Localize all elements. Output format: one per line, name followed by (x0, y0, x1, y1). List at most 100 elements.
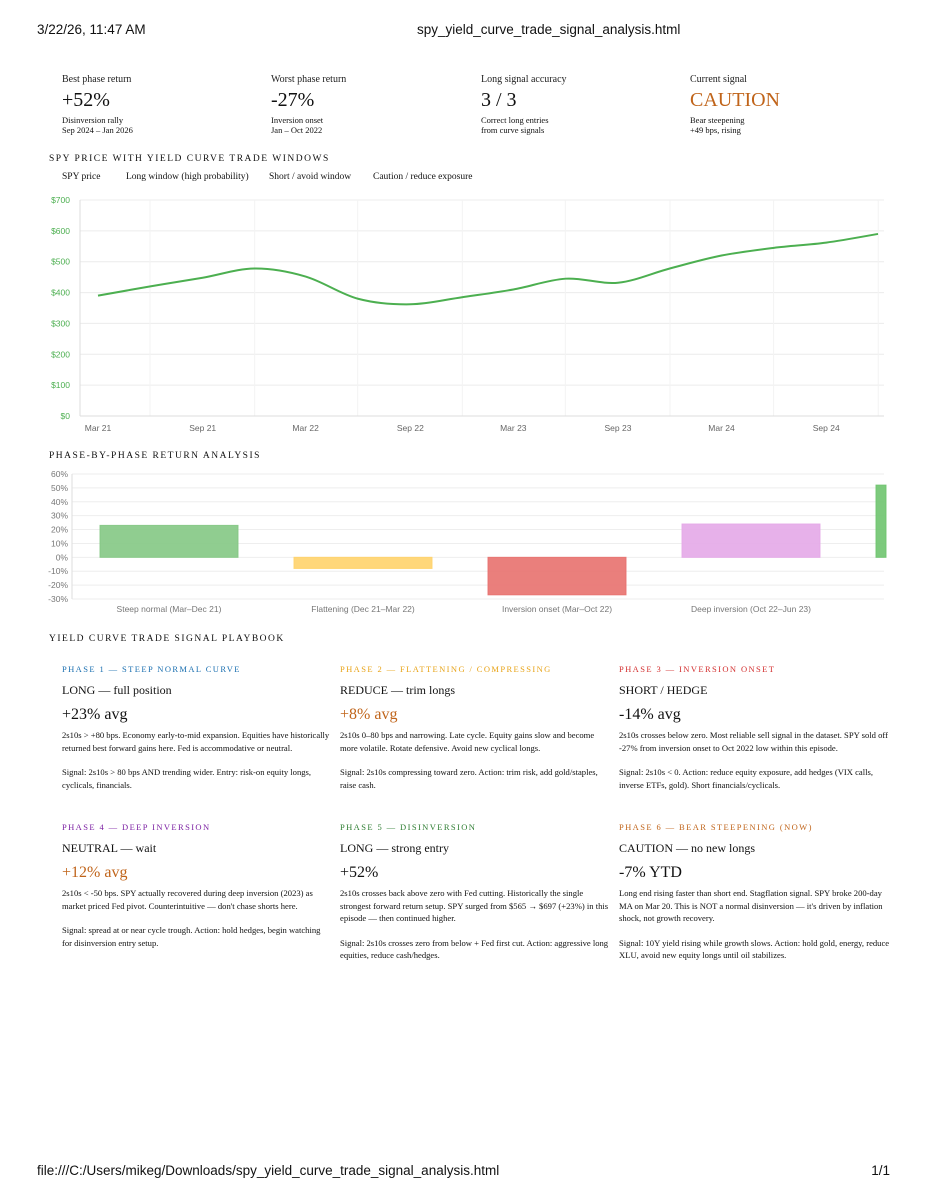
spy-price-line (97, 232, 879, 306)
kpi-sub: Disinversion rally (62, 115, 124, 125)
x-tick-label: Sep 21 (189, 423, 216, 433)
card-return: +52% (340, 864, 379, 881)
phase-card-6: PHASE 6 — BEAR STEEPENING (NOW) CAUTION … (619, 822, 891, 962)
kpi-sub: Bear steepening (690, 115, 745, 125)
y-tick-label: $0 (61, 411, 71, 421)
kpi-best-phase: Best phase return +52% Disinversion rall… (62, 74, 262, 135)
kpi-label: Best phase return (62, 74, 132, 85)
card-description: 2s10s 0–80 bps and narrowing. Late cycle… (340, 730, 595, 753)
card-signal: Signal: 2s10s crosses zero from below + … (340, 937, 609, 961)
legend-item[interactable]: SPY price (62, 172, 101, 182)
card-return: +12% avg (62, 864, 128, 881)
y-tick-label: 10% (51, 538, 68, 548)
y-tick-label: 20% (51, 525, 68, 535)
x-tick-label: Deep inversion (Oct 22–Jun 23) (691, 604, 811, 614)
y-tick-label: $200 (51, 349, 70, 359)
y-tick-label: $600 (51, 226, 70, 236)
card-description: 2s10s > +80 bps. Economy early-to-mid ex… (62, 730, 330, 753)
card-description: 2s10s < -50 bps. SPY actually recovered … (62, 888, 313, 911)
y-tick-label: -30% (48, 594, 68, 604)
kpi-sub: Inversion onset (271, 115, 324, 125)
kpi-label: Current signal (690, 74, 747, 85)
kpi-label: Long signal accuracy (481, 74, 567, 85)
x-tick-label: Mar 24 (708, 423, 735, 433)
kpi-sub: +49 bps, rising (690, 125, 741, 135)
card-return: +23% avg (62, 706, 128, 723)
kpi-current-signal: Current signal CAUTION Bear steepening +… (690, 74, 890, 135)
phase-bar (681, 523, 821, 558)
y-tick-label: -20% (48, 580, 68, 590)
kpi-value: +52% (62, 89, 110, 111)
y-tick-label: $300 (51, 318, 70, 328)
kpi-sub: from curve signals (481, 125, 545, 135)
phase-bar (99, 524, 239, 558)
phase-card-3: PHASE 3 — INVERSION ONSET SHORT / HEDGE … (619, 664, 891, 791)
y-tick-label: -10% (48, 566, 68, 576)
card-signal: Signal: 10Y yield rising while growth sl… (619, 937, 890, 961)
y-tick-label: 40% (51, 497, 68, 507)
kpi-row: Best phase return +52% Disinversion rall… (62, 74, 902, 138)
legend-item[interactable]: Short / avoid window (269, 172, 352, 182)
card-action: CAUTION — no new longs (619, 841, 755, 855)
y-tick-label: $700 (51, 195, 70, 205)
x-tick-label: Sep 24 (813, 423, 840, 433)
y-tick-label: $500 (51, 257, 70, 267)
kpi-value: CAUTION (690, 89, 780, 111)
card-tag: PHASE 4 — DEEP INVERSION (62, 822, 211, 832)
x-tick-label: Sep 23 (605, 423, 632, 433)
x-tick-label: Inversion onset (Mar–Oct 22) (502, 604, 612, 614)
legend-item[interactable]: Caution / reduce exposure (373, 172, 473, 182)
card-signal: Signal: 2s10s compressing toward zero. A… (340, 767, 598, 790)
x-tick-label: Mar 23 (500, 423, 527, 433)
kpi-worst-phase: Worst phase return -27% Inversion onset … (271, 74, 471, 135)
phase-card-4: PHASE 4 — DEEP INVERSION NEUTRAL — wait … (62, 822, 332, 949)
section-title-playbook: YIELD CURVE TRADE SIGNAL PLAYBOOK (49, 634, 285, 644)
card-signal: Signal: spread at or near cycle trough. … (62, 925, 321, 948)
card-action: NEUTRAL — wait (62, 841, 157, 855)
phase-card-1: PHASE 1 — STEEP NORMAL CURVE LONG — full… (62, 664, 332, 791)
print-datetime: 3/22/26, 11:47 AM (37, 22, 146, 37)
y-tick-label: 0% (56, 552, 69, 562)
kpi-long-accuracy: Long signal accuracy 3 / 3 Correct long … (481, 74, 681, 135)
kpi-value: -27% (271, 89, 315, 111)
x-tick-label: Flattening (Dec 21–Mar 22) (311, 604, 415, 614)
phase-bar (487, 556, 627, 596)
kpi-value: 3 / 3 (481, 89, 517, 111)
print-title: spy_yield_curve_trade_signal_analysis.ht… (417, 22, 681, 37)
card-tag: PHASE 5 — DISINVERSION (340, 822, 477, 832)
section-title-price: SPY PRICE WITH YIELD CURVE TRADE WINDOWS (49, 154, 330, 164)
kpi-label: Worst phase return (271, 74, 347, 85)
card-signal: Signal: 2s10s > 80 bps AND trending wide… (62, 767, 312, 790)
card-description: Long end rising faster than short end. S… (619, 888, 883, 923)
legend-item[interactable]: Long window (high probability) (126, 172, 249, 182)
card-signal: Signal: 2s10s < 0. Action: reduce equity… (619, 767, 874, 790)
y-tick-label: 60% (51, 469, 68, 479)
y-tick-label: 30% (51, 511, 68, 521)
card-tag: PHASE 6 — BEAR STEEPENING (NOW) (619, 822, 813, 832)
section-title-phase: PHASE-BY-PHASE RETURN ANALYSIS (49, 451, 261, 461)
phase-bar-chart: 60% 50% 40% 30% 20% 10% 0% -10% -20% -30% Steep no… (48, 469, 887, 614)
x-tick-label: Steep normal (Mar–Dec 21) (117, 604, 222, 614)
y-tick-label: $400 (51, 288, 70, 298)
x-tick-label: Mar 22 (292, 423, 319, 433)
card-return: +8% avg (340, 706, 398, 723)
phase-bar (875, 484, 887, 558)
card-description: 2s10s crosses below zero. Most reliable … (619, 730, 888, 753)
kpi-sub: Correct long entries (481, 115, 549, 125)
card-description: 2s10s crosses back above zero with Fed c… (340, 888, 609, 923)
y-tick-label: $100 (51, 380, 70, 390)
card-action: SHORT / HEDGE (619, 683, 708, 697)
kpi-sub: Sep 2024 – Jan 2026 (62, 125, 133, 135)
y-tick-label: 50% (51, 483, 68, 493)
kpi-sub: Jan – Oct 2022 (271, 125, 323, 135)
print-url: file:///C:/Users/mikeg/Downloads/spy_yie… (37, 1163, 500, 1178)
card-return: -7% YTD (619, 864, 682, 881)
card-tag: PHASE 3 — INVERSION ONSET (619, 664, 776, 674)
print-page-count: 1/1 (871, 1163, 890, 1178)
card-return: -14% avg (619, 706, 681, 723)
x-tick-label: Mar 21 (85, 423, 112, 433)
phase-card-5: PHASE 5 — DISINVERSION LONG — strong ent… (340, 822, 610, 962)
card-action: LONG — strong entry (340, 841, 449, 855)
card-action: REDUCE — trim longs (340, 683, 456, 697)
x-tick-label: Sep 22 (397, 423, 424, 433)
